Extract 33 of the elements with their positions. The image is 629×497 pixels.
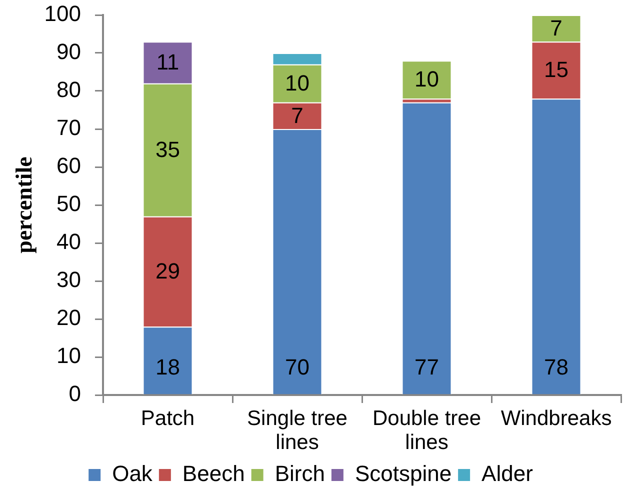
data-label: 78: [544, 354, 568, 380]
y-tick-label: 60: [56, 153, 81, 178]
y-tick-label: 70: [56, 115, 81, 140]
legend-label: Oak: [112, 461, 154, 486]
x-tick-label: Windbreaks: [500, 406, 612, 430]
x-tick-label: Double tree lines: [372, 406, 482, 454]
y-tick-label: 80: [56, 77, 81, 102]
y-tick-label: 50: [56, 191, 81, 216]
legend-label: Birch: [274, 461, 325, 486]
x-tick-label: Patch: [140, 406, 195, 430]
data-label: 11: [156, 50, 180, 75]
y-tick-label: 30: [56, 267, 81, 292]
data-label: 35: [156, 136, 180, 162]
data-label: 7: [550, 15, 562, 40]
data-label: 29: [156, 258, 180, 284]
x-tick-label: Single tree lines: [247, 406, 348, 454]
legend-label: Beech: [182, 461, 245, 486]
y-tick-label: 20: [56, 305, 81, 330]
legend-label: Scotspine: [354, 461, 452, 486]
y-tick-label: 10: [56, 343, 81, 368]
y-axis-title: percentile: [12, 156, 37, 254]
data-label: 18: [156, 354, 180, 380]
data-label: 7: [291, 102, 304, 128]
data-label: 70: [285, 354, 310, 380]
data-label: 10: [285, 70, 310, 96]
y-tick-label: 40: [56, 229, 81, 254]
data-label: 10: [414, 66, 439, 92]
legend-label: Alder: [482, 461, 533, 486]
data-label: 15: [544, 57, 568, 82]
data-label: 77: [414, 354, 439, 380]
y-tick-label: 0: [68, 381, 81, 406]
y-tick-label: 100: [44, 1, 81, 26]
y-tick-label: 90: [56, 39, 81, 64]
